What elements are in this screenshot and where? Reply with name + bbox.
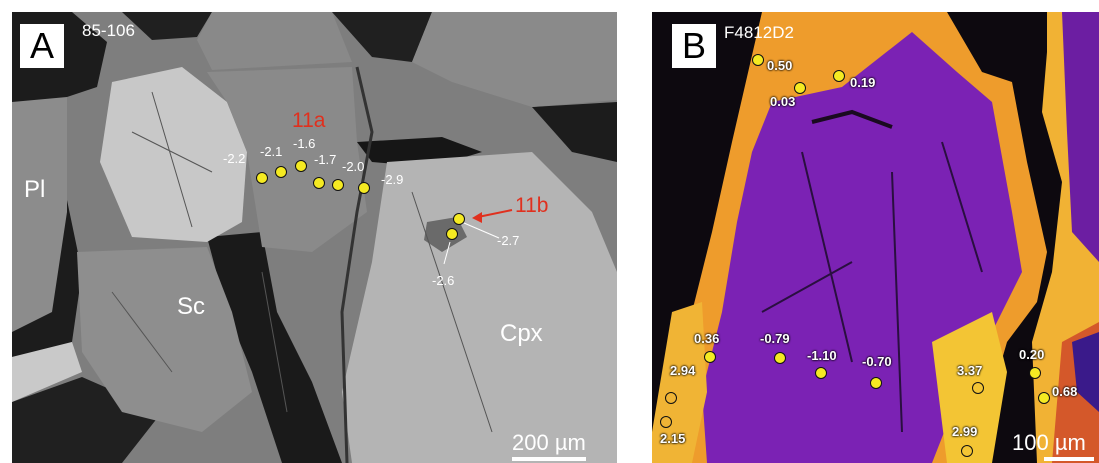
analysis-spot (358, 182, 370, 194)
analysis-spot (752, 54, 764, 66)
spot-value: -2.1 (260, 144, 283, 159)
panel-a-micrograph (12, 12, 617, 463)
panel-a-scale-label: 200 µm (512, 430, 586, 455)
spot-value: 2.94 (670, 363, 696, 378)
phase-label-pl: Pl (24, 176, 46, 203)
phase-label-cpx: Cpx (500, 320, 543, 347)
spot-value: -1.7 (314, 152, 337, 167)
panel-a-letter: A (20, 24, 64, 68)
analysis-spot (453, 213, 465, 225)
analysis-spot (660, 416, 672, 428)
analysis-spot (1029, 367, 1041, 379)
spot-value: -2.6 (432, 273, 455, 288)
area-label-11b: 11b (515, 194, 549, 217)
spot-value: 0.68 (1052, 384, 1078, 399)
analysis-spot (332, 179, 344, 191)
spot-value: 2.99 (952, 424, 978, 439)
spot-value: -0.70 (862, 354, 892, 369)
analysis-spot (870, 377, 882, 389)
spot-value: -2.9 (381, 172, 404, 187)
spot-value: -2.7 (497, 233, 520, 248)
panel-a-bse-image: A 85-106 Pl Sc Cpx 11a 11b -2.2 -2.1 -1.… (12, 12, 617, 463)
panel-a-sample-id: 85-106 (82, 21, 135, 40)
spot-value: 0.19 (850, 75, 876, 90)
spot-value: -2.2 (223, 151, 246, 166)
panel-b-scale-bar (1044, 457, 1094, 461)
analysis-spot (446, 228, 458, 240)
spot-value: -1.10 (807, 348, 837, 363)
spot-value: 0.20 (1019, 347, 1045, 362)
analysis-spot (972, 382, 984, 394)
analysis-spot (295, 160, 307, 172)
area-label-11a: 11a (292, 109, 326, 132)
panel-a-scale-bar (512, 457, 586, 461)
panel-b-cl-map: B F4812D2 0.50 0.03 0.19 0.36 2.94 2.15 … (652, 12, 1099, 463)
analysis-spot (275, 166, 287, 178)
spot-value: 0.36 (694, 331, 720, 346)
phase-label-sc: Sc (177, 293, 206, 320)
panel-b-sample-id: F4812D2 (724, 23, 794, 42)
analysis-spot (961, 445, 973, 457)
analysis-spot (833, 70, 845, 82)
spot-value: -1.6 (293, 136, 316, 151)
panel-a-annotation-lines (443, 209, 513, 265)
panel-b-scale-label: 100 µm (1012, 430, 1086, 455)
spot-value: 3.37 (957, 363, 983, 378)
spot-value: 2.15 (660, 431, 686, 446)
analysis-spot (313, 177, 325, 189)
spot-value: -0.79 (760, 331, 790, 346)
analysis-spot (1038, 392, 1050, 404)
analysis-spot (665, 392, 677, 404)
spot-value: 0.50 (767, 58, 793, 73)
spot-value: -2.0 (342, 159, 365, 174)
spot-value: 0.03 (770, 94, 796, 109)
analysis-spot (794, 82, 806, 94)
analysis-spot (815, 367, 827, 379)
panel-b-letter: B (672, 24, 716, 68)
analysis-spot (704, 351, 716, 363)
analysis-spot (256, 172, 268, 184)
panel-b-micrograph (652, 12, 1099, 463)
analysis-spot (774, 352, 786, 364)
